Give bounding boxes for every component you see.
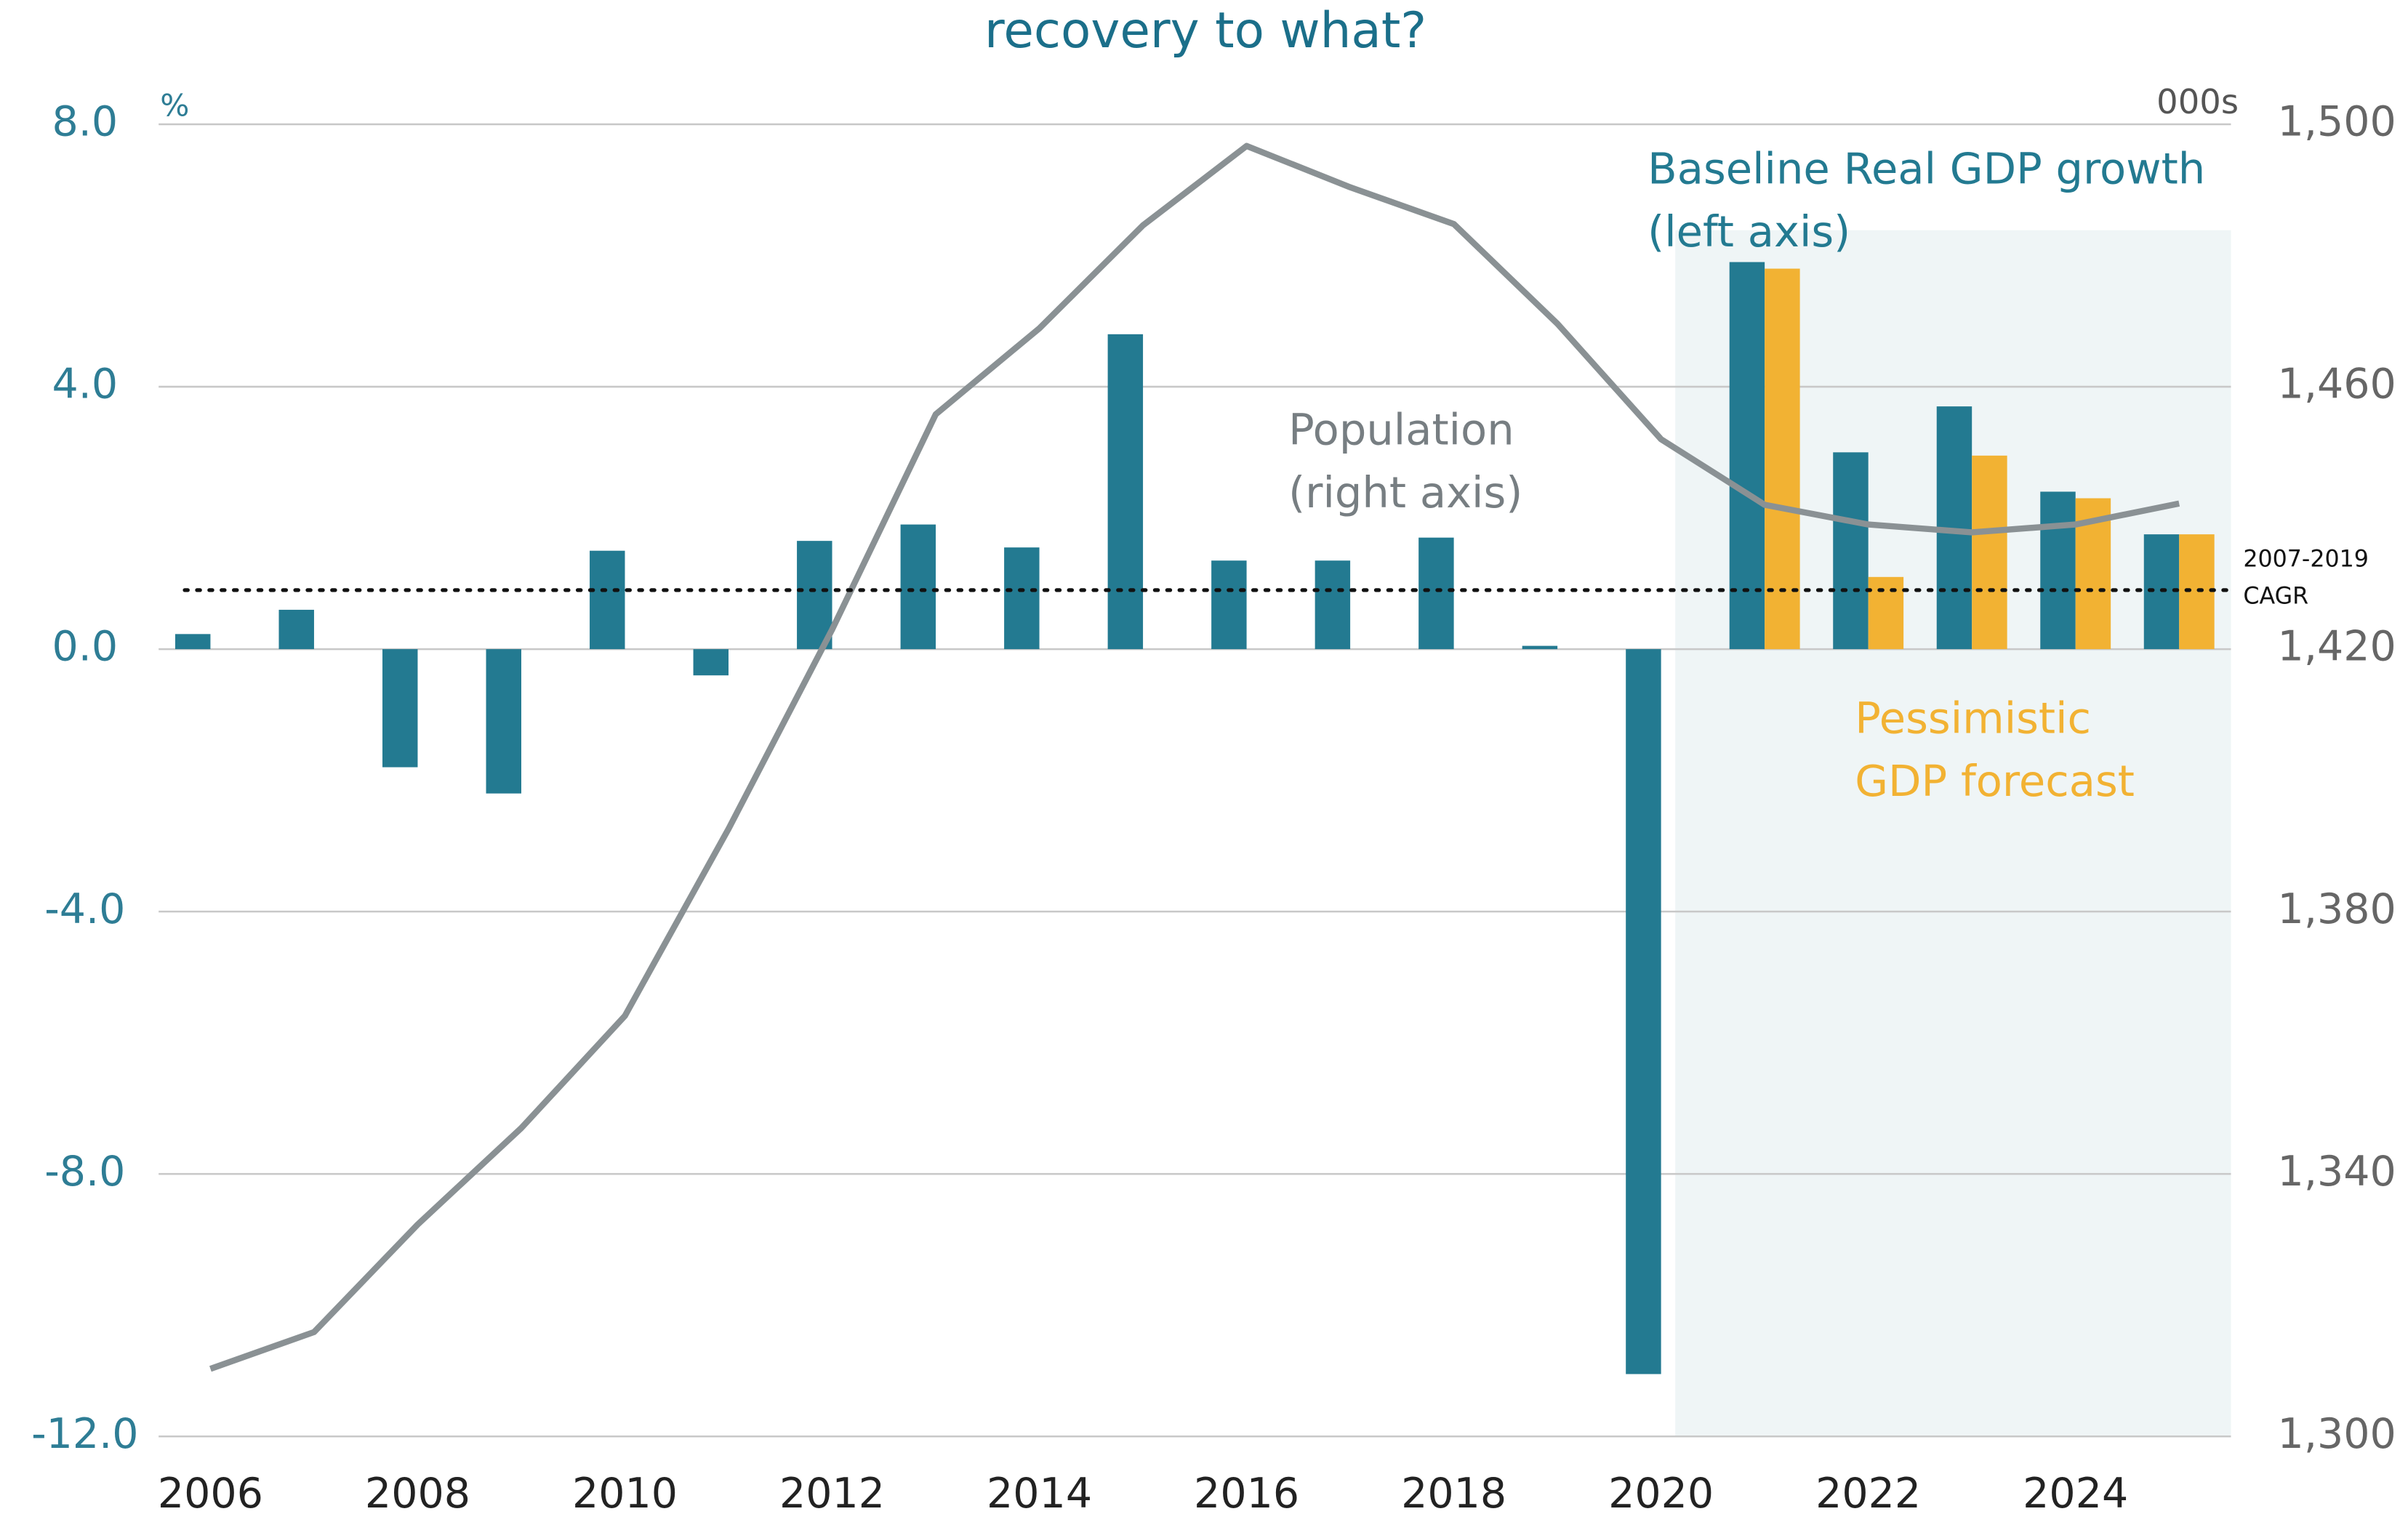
- x-tick-label: 2006: [158, 1470, 263, 1518]
- y2-unit: 000s: [2156, 82, 2239, 121]
- bar: [2040, 491, 2076, 650]
- bar: [693, 649, 729, 676]
- y2-tick-label: 1,460: [2278, 361, 2396, 408]
- y2-tick-label: 1,300: [2278, 1410, 2396, 1458]
- bar: [1004, 547, 1040, 650]
- bar: [486, 649, 521, 794]
- bar: [382, 649, 418, 768]
- x-tick-label: 2016: [1194, 1470, 1299, 1518]
- annotation: (left axis): [1648, 206, 1850, 257]
- bar: [1211, 560, 1247, 650]
- bar: [1315, 560, 1351, 650]
- y-tick-label: -4.0: [44, 885, 125, 933]
- population-line: [209, 142, 2180, 1372]
- bar: [278, 609, 314, 650]
- x-tick-label: 2008: [365, 1470, 470, 1518]
- y2-tick-label: 1,380: [2278, 885, 2396, 933]
- bar: [1765, 268, 1800, 650]
- y-tick-label: 4.0: [52, 361, 119, 408]
- bar: [1868, 576, 1904, 650]
- bar: [590, 550, 625, 650]
- bar: [1972, 455, 2007, 650]
- annotation: Pessimistic: [1855, 693, 2091, 743]
- annotation: GDP forecast: [1855, 756, 2135, 806]
- x-tick-label: 2020: [1608, 1470, 1714, 1518]
- chart-title: recovery to what?: [984, 1, 1426, 59]
- bar: [1729, 262, 1765, 650]
- y-tick-label: -12.0: [31, 1410, 138, 1458]
- y2-tick-label: 1,420: [2278, 623, 2396, 671]
- bar: [1107, 334, 1144, 650]
- bar: [1418, 537, 1454, 650]
- x-tick-label: 2018: [1401, 1470, 1506, 1518]
- x-tick-label: 2012: [779, 1470, 885, 1518]
- x-tick-label: 2022: [1815, 1470, 1921, 1518]
- bar: [1833, 452, 1869, 650]
- x-tick-label: 2014: [987, 1470, 1092, 1518]
- x-tick-label: 2010: [572, 1470, 678, 1518]
- y2-tick-label: 1,340: [2278, 1148, 2396, 1196]
- cagr-label: CAGR: [2243, 583, 2308, 609]
- bar: [797, 541, 832, 650]
- annotation: Population: [1288, 405, 1514, 455]
- y-tick-label: 8.0: [52, 98, 119, 146]
- bar: [900, 524, 936, 650]
- cagr-label: 2007-2019: [2243, 547, 2369, 573]
- y-unit: %: [160, 87, 189, 123]
- annotation: Baseline Real GDP growth: [1648, 144, 2205, 194]
- y-tick-label: 0.0: [52, 623, 119, 671]
- bar: [2179, 534, 2215, 650]
- y-tick-label: -8.0: [44, 1148, 125, 1196]
- annotation: (right axis): [1288, 467, 1522, 518]
- bar: [1626, 649, 1661, 1374]
- bar: [174, 634, 211, 650]
- y2-tick-label: 1,500: [2278, 98, 2396, 146]
- x-tick-label: 2024: [2023, 1470, 2128, 1518]
- bar: [1522, 645, 1558, 650]
